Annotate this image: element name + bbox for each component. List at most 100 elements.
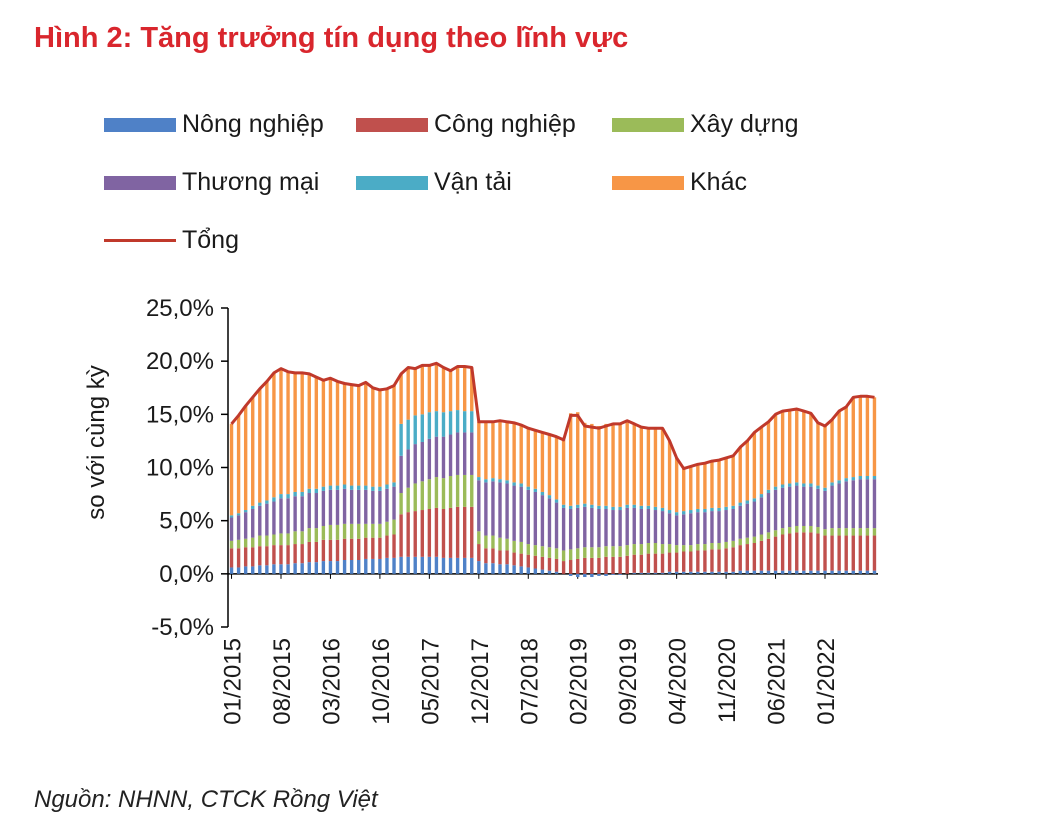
bar-thuong-mai-01-2016 <box>314 493 319 529</box>
bar-van-tai-10-2017 <box>462 411 467 433</box>
bar-xay-dung-08-2016 <box>364 523 368 538</box>
x-tick-label: 05/2017 <box>417 638 444 725</box>
bar-thuong-mai-12-2020 <box>731 508 735 541</box>
bar-khac-03-2018 <box>498 420 502 480</box>
bar-thuong-mai-11-2019 <box>639 508 644 545</box>
bar-xay-dung-08-2019 <box>618 546 622 557</box>
bar-cong-nghiep-07-2015 <box>272 545 276 565</box>
y-tick-label: 15,0% <box>146 401 214 428</box>
bar-xay-dung-01-2017 <box>399 493 403 515</box>
legend-item-thuong-mai: Thương mại <box>104 168 319 197</box>
legend-label: Nông nghiệp <box>182 110 324 138</box>
bar-khac-06-2017 <box>434 363 439 412</box>
bar-thuong-mai-11-2015 <box>300 496 304 532</box>
bar-nong-nghiep-03-2021 <box>752 570 757 574</box>
bar-nong-nghiep-08-2018 <box>533 568 538 574</box>
bar-khac-05-2015 <box>258 388 262 503</box>
bar-cong-nghiep-11-2020 <box>724 548 728 572</box>
bar-van-tai-06-2016 <box>349 485 354 490</box>
bar-thuong-mai-02-2017 <box>406 449 410 488</box>
bar-cong-nghiep-12-2018 <box>561 561 566 574</box>
bar-xay-dung-05-2019 <box>597 547 601 558</box>
bar-thuong-mai-07-2021 <box>780 487 785 529</box>
bar-khac-02-2018 <box>491 421 495 479</box>
bar-nong-nghiep-09-2018 <box>540 569 545 574</box>
bar-thuong-mai-08-2019 <box>618 510 622 547</box>
bar-thuong-mai-12-2021 <box>816 488 820 528</box>
bar-xay-dung-10-2016 <box>378 523 382 538</box>
bar-thuong-mai-10-2018 <box>547 498 552 548</box>
bar-thuong-mai-03-2015 <box>243 512 248 539</box>
bar-cong-nghiep-02-2019 <box>576 558 580 574</box>
bar-thuong-mai-01-2018 <box>484 482 488 536</box>
bar-xay-dung-06-2018 <box>519 541 523 554</box>
bar-van-tai-03-2020 <box>667 510 672 514</box>
bar-khac-08-2020 <box>703 463 707 509</box>
bar-thuong-mai-04-2020 <box>674 515 679 546</box>
bar-van-tai-11-2018 <box>554 499 559 503</box>
bar-xay-dung-02-2022 <box>830 528 834 536</box>
bar-xay-dung-10-2020 <box>717 542 721 550</box>
bar-xay-dung-03-2020 <box>667 544 672 553</box>
bar-cong-nghiep-04-2018 <box>505 550 509 565</box>
bar-nong-nghiep-02-2022 <box>830 570 834 574</box>
bar-xay-dung-05-2015 <box>258 535 262 547</box>
source-note: Nguồn: NHNN, CTCK Rồng Việt <box>34 786 378 813</box>
bar-khac-12-2015 <box>307 373 311 489</box>
bar-thuong-mai-01-2015 <box>229 517 234 541</box>
bar-khac-07-2015 <box>272 372 276 498</box>
bar-van-tai-03-2019 <box>583 503 587 507</box>
x-tick-label: 06/2021 <box>764 638 791 725</box>
bar-thuong-mai-06-2021 <box>773 489 778 531</box>
bar-thuong-mai-02-2020 <box>660 511 665 545</box>
bar-xay-dung-02-2015 <box>236 539 241 549</box>
bar-xay-dung-11-2016 <box>385 521 389 536</box>
bar-xay-dung-01-2015 <box>229 540 234 549</box>
bar-nong-nghiep-01-2017 <box>399 556 403 574</box>
bar-khac-12-2020 <box>731 455 735 506</box>
bar-nong-nghiep-02-2021 <box>745 570 749 574</box>
bar-nong-nghiep-07-2019 <box>611 573 615 575</box>
bar-nong-nghiep-01-2020 <box>653 572 658 574</box>
bar-nong-nghiep-08-2016 <box>364 558 368 574</box>
bar-van-tai-11-2016 <box>385 484 389 489</box>
bar-nong-nghiep-06-2022 <box>858 570 863 574</box>
bar-van-tai-08-2016 <box>364 485 368 490</box>
bar-nong-nghiep-12-2021 <box>816 570 820 574</box>
bar-khac-02-2021 <box>745 440 749 501</box>
bar-nong-nghiep-11-2016 <box>385 557 389 574</box>
bar-xay-dung-05-2016 <box>342 523 347 539</box>
bar-khac-04-2018 <box>505 421 509 481</box>
bar-van-tai-03-2021 <box>752 498 757 502</box>
bar-cong-nghiep-08-2022 <box>872 535 877 571</box>
bar-xay-dung-02-2017 <box>406 487 410 513</box>
bar-nong-nghiep-09-2020 <box>710 571 714 574</box>
bar-nong-nghiep-02-2016 <box>321 561 326 574</box>
bar-khac-11-2016 <box>385 388 389 485</box>
bar-xay-dung-07-2020 <box>696 544 700 551</box>
bar-cong-nghiep-03-2017 <box>413 511 417 557</box>
bar-khac-12-2016 <box>392 385 396 483</box>
bar-van-tai-03-2018 <box>498 479 502 483</box>
bar-nong-nghiep-04-2022 <box>844 570 848 574</box>
bar-xay-dung-08-2017 <box>448 476 453 508</box>
legend-item-tong: Tổng <box>104 226 239 255</box>
bar-xay-dung-03-2017 <box>413 483 417 512</box>
bar-nong-nghiep-08-2015 <box>279 564 283 574</box>
bar-khac-06-2019 <box>604 423 608 506</box>
bar-cong-nghiep-11-2015 <box>300 544 304 564</box>
bar-van-tai-04-2022 <box>844 478 848 482</box>
bar-thuong-mai-03-2020 <box>667 513 672 545</box>
bar-khac-07-2017 <box>441 367 446 413</box>
bar-xay-dung-01-2019 <box>568 549 573 561</box>
bar-nong-nghiep-11-2017 <box>470 557 474 574</box>
bar-van-tai-01-2019 <box>568 505 573 509</box>
bar-xay-dung-03-2019 <box>583 547 587 558</box>
bar-van-tai-07-2019 <box>611 506 615 511</box>
x-tick-label: 03/2016 <box>318 638 345 725</box>
bar-nong-nghiep-10-2020 <box>717 571 721 574</box>
bar-khac-07-2018 <box>526 428 530 487</box>
bar-xay-dung-03-2021 <box>752 536 757 543</box>
bar-xay-dung-02-2019 <box>576 548 580 559</box>
